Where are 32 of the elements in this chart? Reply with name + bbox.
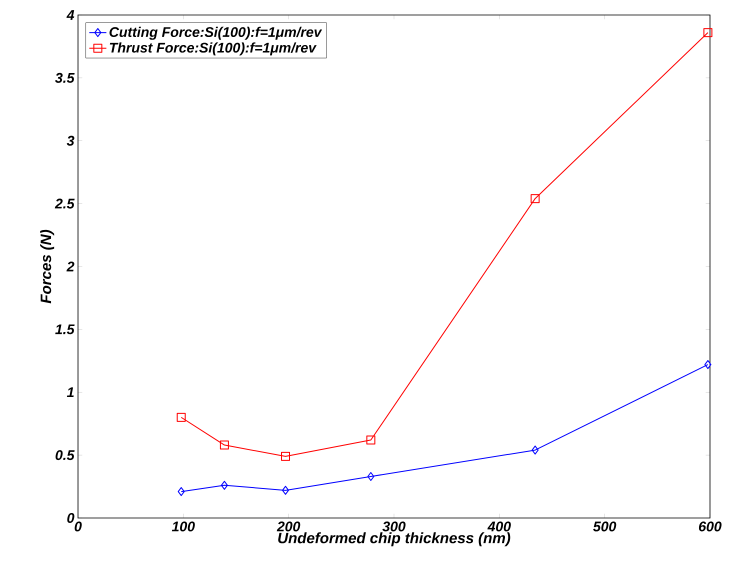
point [530, 194, 540, 204]
legend-label: Cutting Force:Si(100):f=1μm/rev [110, 26, 322, 40]
x-tick-label: 400 [487, 522, 511, 532]
y-tick-label: 1.5 [55, 324, 75, 334]
x-tick-label: 200 [276, 522, 300, 532]
x-tick-label: 0 [74, 522, 82, 532]
point [281, 452, 290, 461]
point [367, 472, 374, 481]
x-tick-label: 300 [382, 522, 406, 532]
point [220, 440, 229, 450]
y-tick-label: 2.5 [54, 198, 75, 209]
y-tick-label: 3.5 [55, 72, 75, 83]
point [282, 486, 290, 495]
y-tick-label: 2 [66, 262, 74, 272]
y-tick-label: 4 [66, 10, 74, 20]
y-tick-label: 1 [66, 387, 74, 398]
x-axis-title: Undeformed chip thickness (nm) [278, 532, 510, 546]
point [220, 480, 228, 490]
x-tick-label: 100 [172, 522, 195, 532]
x-tick-label: 600 [698, 522, 722, 532]
legend-label: Thrust Force:Si(100):f=1μm/rev [110, 42, 317, 56]
y-tick-label: 0 [67, 513, 74, 523]
point [703, 28, 712, 38]
y-axis-title: Forces (N) [40, 230, 54, 304]
point [704, 360, 712, 370]
y-tick-label: 0.5 [56, 450, 75, 460]
point [178, 487, 185, 496]
point [366, 436, 376, 445]
y-tick-label: 3 [66, 136, 74, 146]
point [176, 412, 186, 422]
x-tick-label: 500 [593, 522, 616, 532]
point [532, 446, 539, 455]
